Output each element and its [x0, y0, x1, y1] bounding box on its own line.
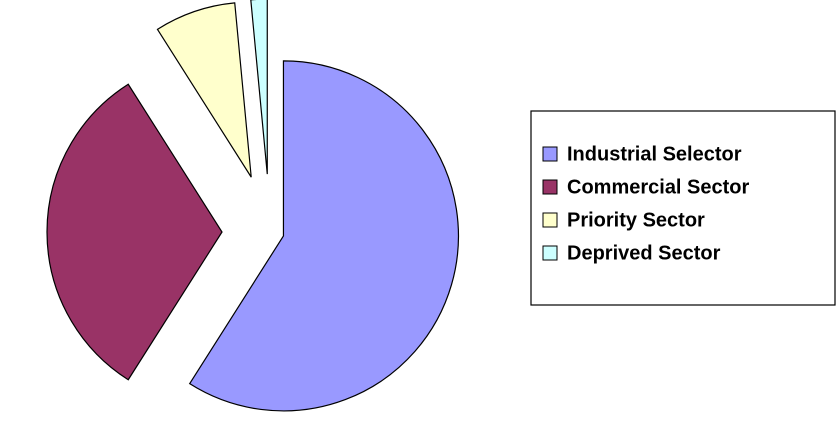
legend-swatch — [542, 179, 558, 195]
legend-label: Industrial Selector — [567, 143, 742, 165]
pie — [46, 0, 460, 412]
legend-label: Deprived Sector — [567, 242, 721, 264]
pie-slice — [46, 83, 223, 381]
legend-swatch — [542, 212, 558, 228]
legend-box — [530, 110, 836, 306]
legend-swatch — [542, 146, 558, 162]
legend-label: Commercial Sector — [567, 176, 750, 198]
pie-slice — [156, 2, 252, 178]
pie-slice — [250, 0, 268, 175]
legend: Industrial Selector Commercial Sector Prio… — [530, 110, 836, 306]
pie-slice — [188, 60, 460, 412]
legend-swatch — [542, 245, 558, 261]
legend-label: Priority Sector — [567, 209, 705, 231]
